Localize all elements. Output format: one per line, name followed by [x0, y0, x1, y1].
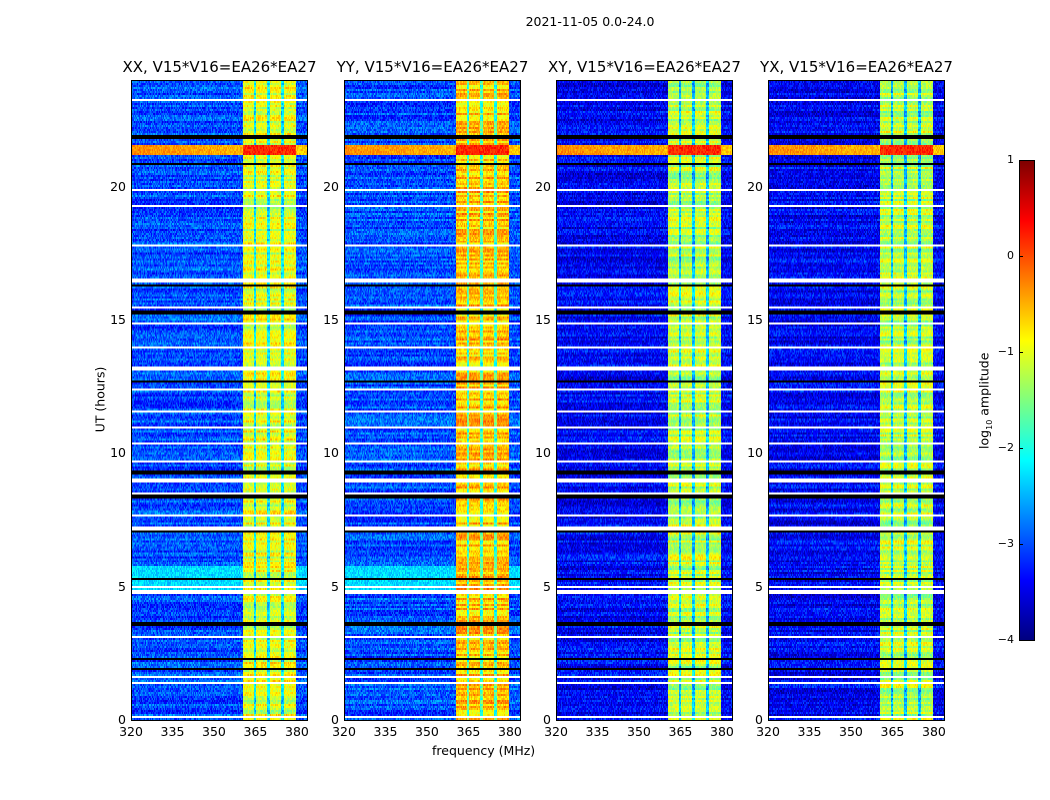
panel-title: XY, V15*V16=EA26*EA27 — [548, 58, 741, 76]
colorbar — [1019, 160, 1035, 641]
y-tick-label: 20 — [535, 178, 551, 194]
heatmap-image — [345, 81, 520, 720]
x-tick-label: 365 — [456, 724, 481, 739]
x-tick-label: 335 — [373, 724, 398, 739]
y-tick-label: 0 — [331, 712, 339, 727]
x-tick-label: 350 — [202, 724, 226, 739]
colorbar-tick-label: −4 — [997, 633, 1014, 646]
x-tick-label: 335 — [797, 724, 822, 739]
heatmap-axes — [344, 80, 521, 721]
panel-title: YY, V15*V16=EA26*EA27 — [336, 58, 529, 76]
x-tick-label: 380 — [922, 724, 946, 739]
colorbar-tick-mark — [1019, 160, 1023, 161]
colorbar-tick-label: −2 — [997, 441, 1014, 454]
y-tick-label: 20 — [747, 178, 763, 194]
x-tick-label: 350 — [627, 724, 651, 739]
colorbar-tick-mark — [1019, 256, 1023, 257]
x-tick-label: 335 — [585, 724, 610, 739]
heatmap-image — [557, 81, 732, 720]
y-tick-label: 5 — [543, 578, 551, 594]
colorbar-tick-label: −1 — [997, 345, 1014, 358]
panel-title: XX, V15*V16=EA26*EA27 — [122, 58, 317, 76]
colorbar-tick-mark — [1019, 544, 1023, 545]
y-tick-label: 5 — [118, 578, 126, 594]
y-tick-label: 15 — [747, 312, 763, 327]
colorbar-tick-label: 0 — [1007, 249, 1014, 262]
heatmap-axes — [556, 80, 733, 721]
y-tick-label: 0 — [118, 712, 126, 727]
x-tick-label: 380 — [498, 724, 522, 739]
x-tick-label: 350 — [415, 724, 439, 739]
colorbar-tick-mark — [1019, 640, 1023, 641]
x-tick-label: 365 — [880, 724, 905, 739]
heatmap-image — [132, 81, 307, 720]
y-tick-label: 5 — [331, 578, 339, 594]
y-tick-label: 0 — [755, 712, 763, 727]
x-tick-label: 320 — [756, 724, 780, 739]
x-tick-label: 350 — [839, 724, 863, 739]
heatmap-axes — [131, 80, 308, 721]
colorbar-tick-mark — [1019, 448, 1023, 449]
y-tick-label: 10 — [747, 445, 763, 461]
x-tick-label: 365 — [243, 724, 268, 739]
y-axis-label: UT (hours) — [92, 366, 108, 433]
colorbar-tick-mark — [1019, 352, 1023, 353]
x-tick-label: 320 — [119, 724, 143, 739]
heatmap-axes — [768, 80, 945, 721]
y-tick-label: 10 — [110, 445, 126, 461]
y-tick-label: 20 — [110, 178, 126, 194]
y-tick-label: 15 — [323, 312, 339, 327]
y-tick-label: 20 — [323, 178, 339, 194]
x-tick-label: 380 — [285, 724, 309, 739]
y-tick-label: 10 — [535, 445, 551, 461]
x-tick-label: 365 — [668, 724, 693, 739]
y-tick-label: 5 — [755, 578, 763, 594]
heatmap-image — [769, 81, 944, 720]
x-tick-label: 335 — [160, 724, 185, 739]
y-tick-label: 0 — [543, 712, 551, 727]
x-tick-label: 320 — [544, 724, 568, 739]
x-tick-label: 380 — [710, 724, 734, 739]
panel-title: YX, V15*V16=EA26*EA27 — [760, 58, 953, 76]
y-tick-label: 15 — [535, 312, 551, 327]
colorbar-tick-label: 1 — [1007, 153, 1014, 166]
figure-suptitle: 2021-11-05 0.0-24.0 — [525, 14, 655, 29]
y-tick-label: 15 — [110, 312, 126, 327]
colorbar-tick-label: −3 — [997, 537, 1014, 550]
colorbar-label: log10 amplitude — [976, 352, 994, 449]
x-axis-label: frequency (MHz) — [432, 743, 536, 758]
x-tick-label: 320 — [332, 724, 356, 739]
y-tick-label: 10 — [323, 445, 339, 461]
